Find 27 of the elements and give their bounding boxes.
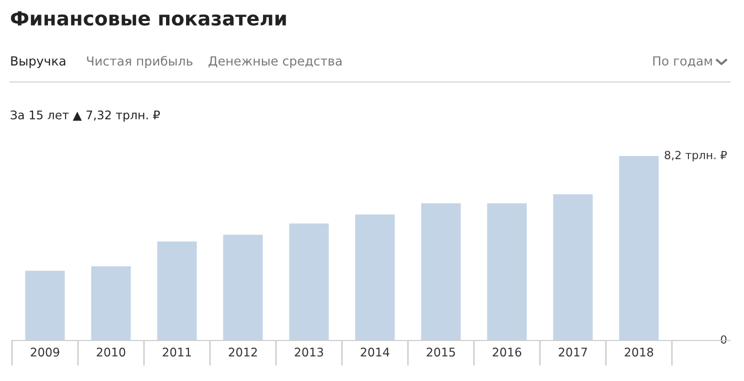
x-tick-label: 2013 xyxy=(294,348,324,357)
bar xyxy=(355,214,395,340)
chart-subtitle: За 15 лет ▲ 7,32 трлн. ₽ xyxy=(10,110,160,122)
x-tick-label: 2010 xyxy=(96,348,126,357)
x-tick-label: 2011 xyxy=(162,348,191,357)
x-tick-label: 2018 xyxy=(624,348,654,357)
bar xyxy=(289,224,329,340)
text: Денежные средства xyxy=(208,56,342,68)
x-tick-label: 2015 xyxy=(426,348,455,357)
x-tick-label: 2012 xyxy=(228,348,257,357)
bar xyxy=(157,242,197,340)
text: По годам xyxy=(653,56,712,68)
x-tick-label: 2017 xyxy=(558,348,587,357)
chart-title: Финансовые показатели xyxy=(10,11,286,26)
bar xyxy=(25,270,65,340)
text: Выручка xyxy=(11,56,66,68)
bar xyxy=(91,266,131,340)
text: Чистая прибыль xyxy=(87,56,192,68)
x-tick-label: 2014 xyxy=(360,348,390,357)
bar xyxy=(619,156,659,340)
bar xyxy=(487,203,527,340)
y-tick-label: 8,2 трлн. ₽ xyxy=(664,150,727,162)
x-tick-label: 2016 xyxy=(492,348,522,357)
x-tick-label: 2009 xyxy=(30,348,60,357)
bar xyxy=(421,203,461,340)
bar xyxy=(223,234,263,340)
bar xyxy=(553,194,593,340)
